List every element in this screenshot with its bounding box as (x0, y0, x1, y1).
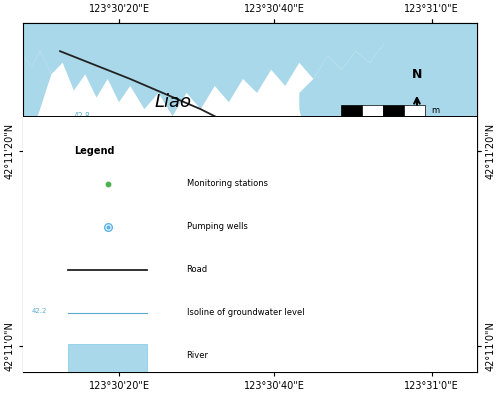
Text: 42.0: 42.0 (370, 267, 386, 276)
Text: 41.8: 41.8 (94, 251, 110, 260)
Text: Isoline of groundwater level: Isoline of groundwater level (186, 308, 304, 317)
Text: 42.4: 42.4 (102, 175, 119, 183)
Text: m: m (432, 106, 440, 115)
Text: 41.8: 41.8 (370, 291, 386, 300)
Text: River: River (186, 351, 208, 360)
Bar (68, 344, 147, 372)
Text: Liao: Liao (154, 93, 191, 111)
Text: 41.6: 41.6 (102, 275, 119, 283)
Text: 41.6: 41.6 (370, 314, 386, 323)
Text: HJ1: HJ1 (291, 139, 306, 149)
Text: 42.2: 42.2 (100, 202, 116, 211)
Text: 0: 0 (338, 121, 344, 130)
Text: Legend: Legend (74, 147, 114, 156)
Text: HJ2: HJ2 (291, 198, 306, 207)
Polygon shape (23, 51, 52, 167)
Text: A2: A2 (418, 318, 430, 327)
Text: River: River (355, 140, 402, 158)
Polygon shape (23, 330, 68, 372)
Text: HJ3: HJ3 (291, 251, 306, 260)
Text: 42.6: 42.6 (347, 191, 364, 200)
Text: 42.4: 42.4 (356, 216, 372, 225)
Text: A3: A3 (305, 275, 317, 283)
Text: 42.8: 42.8 (74, 112, 90, 120)
Text: 150: 150 (375, 121, 390, 130)
Text: 42.0: 42.0 (94, 226, 110, 235)
Text: N: N (412, 68, 422, 81)
Polygon shape (23, 23, 477, 116)
Bar (18, 116, 500, 388)
Polygon shape (300, 28, 477, 167)
Text: 300: 300 (416, 121, 432, 130)
Text: 75: 75 (356, 121, 367, 130)
Text: 42.8: 42.8 (330, 163, 347, 172)
Text: Road: Road (186, 265, 208, 274)
Text: 42.2: 42.2 (364, 244, 381, 253)
Text: 42.6: 42.6 (102, 144, 119, 153)
Text: Pumping wells: Pumping wells (186, 222, 248, 231)
Text: Monitoring stations: Monitoring stations (186, 179, 268, 188)
Text: 42.2: 42.2 (32, 308, 47, 314)
Text: A4: A4 (122, 239, 134, 248)
